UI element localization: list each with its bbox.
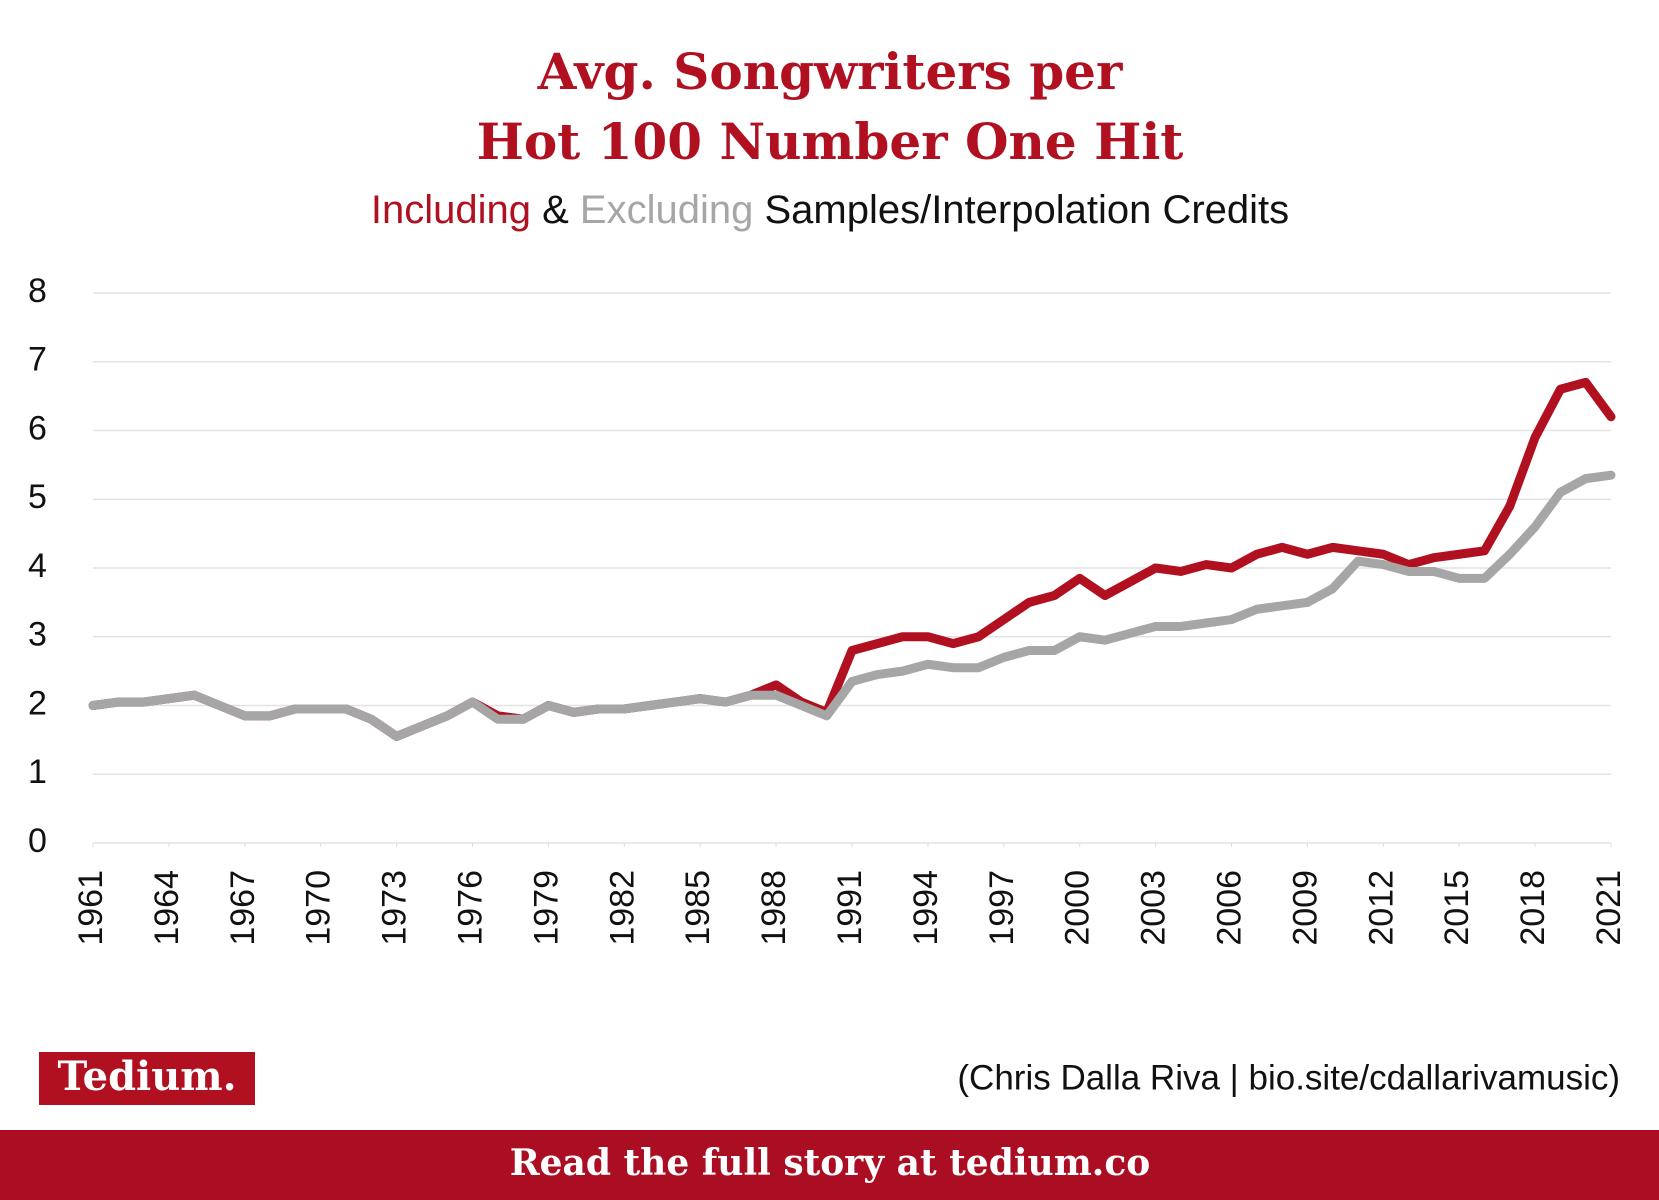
x-tick-label: 1961 [72,870,110,946]
logo: Tedium. [57,1053,236,1100]
chart-subtitle: Including & Excluding Samples/Interpolat… [371,188,1289,232]
x-tick-label: 2021 [1590,870,1628,946]
subtitle-excluding: Excluding [580,188,753,232]
y-tick-label: 7 [28,341,47,379]
x-tick-label: 1970 [300,870,338,946]
banner-box [0,1130,1659,1200]
y-tick-label: 1 [28,753,47,791]
x-tick-label: 2012 [1362,870,1400,946]
x-tick-label: 2003 [1135,870,1173,946]
subtitle-including: Including [371,188,531,232]
x-tick-label: 1994 [907,870,945,946]
y-tick-label: 2 [28,684,47,722]
x-tick-label: 1967 [224,870,262,946]
y-tick-label: 3 [28,616,47,654]
x-tick-label: 1988 [755,870,793,946]
y-tick-label: 5 [28,478,47,516]
banner: Read the full story at tedium.co [510,1142,1151,1184]
x-tick-label: 2006 [1210,870,1248,946]
x-tick-label: 2000 [1059,870,1097,946]
x-tick-label: 1976 [451,870,489,946]
x-tick-label: 1979 [527,870,565,946]
y-tick-label: 8 [28,272,47,310]
x-tick-label: 2009 [1286,870,1324,946]
chart-title: Hot 100 Number One Hit [477,112,1184,171]
credit: (Chris Dalla Riva | bio.site/cdallarivam… [957,1058,1620,1097]
x-tick-label: 1964 [148,870,186,946]
y-tick-label: 6 [28,409,47,447]
x-tick-label: 1991 [831,870,869,946]
x-tick-label: 2018 [1514,870,1552,946]
y-tick-label: 0 [28,822,47,860]
subtitle-amp: & [542,188,569,232]
x-tick-label: 1973 [376,870,414,946]
subtitle-rest: Samples/Interpolation Credits [764,188,1289,232]
logo-box [39,1052,255,1105]
series-line [88,470,1616,741]
x-tick-label: 1982 [603,870,641,946]
x-tick-label: 1985 [679,870,717,946]
chart-title: Avg. Songwriters per [537,42,1123,101]
x-tick-label: 1997 [983,870,1021,946]
x-tick-label: 2015 [1438,870,1476,946]
y-tick-label: 4 [28,547,47,585]
